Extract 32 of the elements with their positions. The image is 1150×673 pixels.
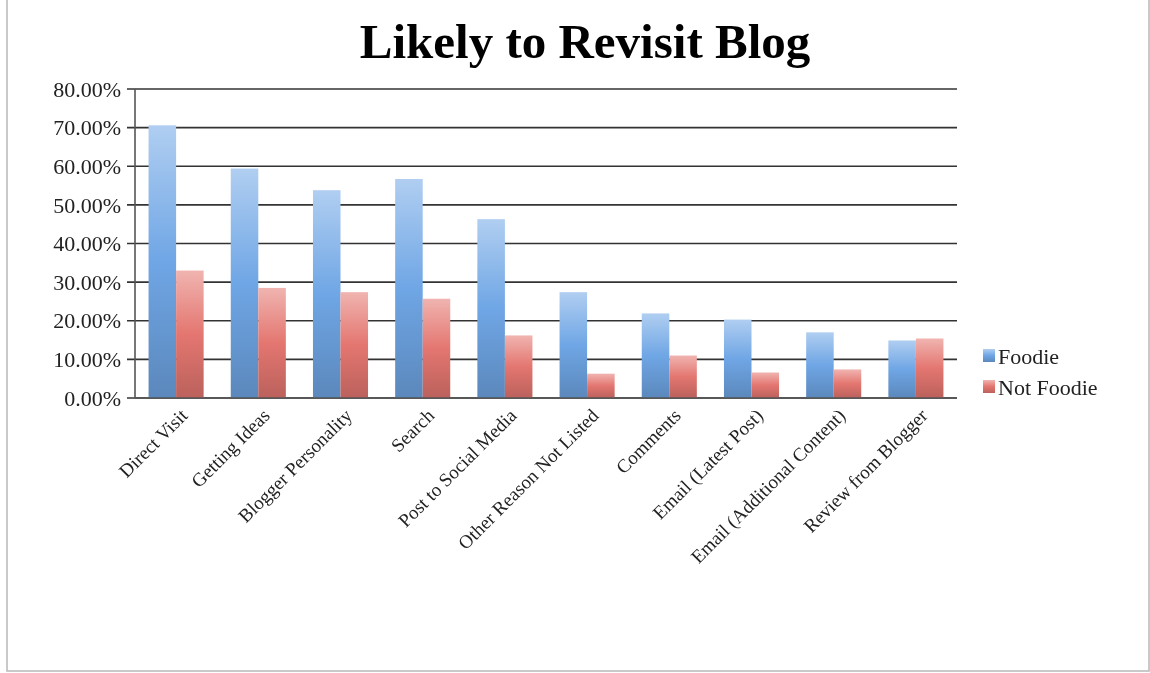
bar xyxy=(559,292,588,398)
bar xyxy=(723,319,752,398)
bar xyxy=(669,355,697,398)
bar xyxy=(176,270,204,398)
bar xyxy=(148,125,177,398)
bar xyxy=(888,340,916,398)
bar xyxy=(230,168,259,398)
bar xyxy=(477,219,505,398)
y-tick-label: 60.00% xyxy=(53,153,121,179)
y-tick-label: 70.00% xyxy=(53,115,121,141)
bar xyxy=(751,372,780,398)
y-tick-label: 10.00% xyxy=(53,347,121,373)
bar xyxy=(587,373,615,398)
bar xyxy=(395,179,423,398)
bar xyxy=(806,332,834,398)
y-tick-label: 20.00% xyxy=(53,308,121,334)
legend-label: Foodie xyxy=(998,343,1060,369)
bar xyxy=(833,369,862,398)
y-tick-label: 80.00% xyxy=(53,76,121,102)
bar xyxy=(915,338,944,398)
chart-title: Likely to Revisit Blog xyxy=(359,14,811,69)
bar xyxy=(312,190,341,398)
bar xyxy=(422,298,451,398)
bar xyxy=(641,313,670,398)
bar xyxy=(258,287,286,398)
y-tick-label: 50.00% xyxy=(53,192,121,218)
y-tick-label: 40.00% xyxy=(53,231,121,257)
bar xyxy=(340,292,369,398)
y-tick-label: 30.00% xyxy=(53,269,121,295)
legend-label: Not Foodie xyxy=(998,374,1098,400)
bar xyxy=(504,335,533,398)
y-tick-label: 0.00% xyxy=(64,385,121,411)
